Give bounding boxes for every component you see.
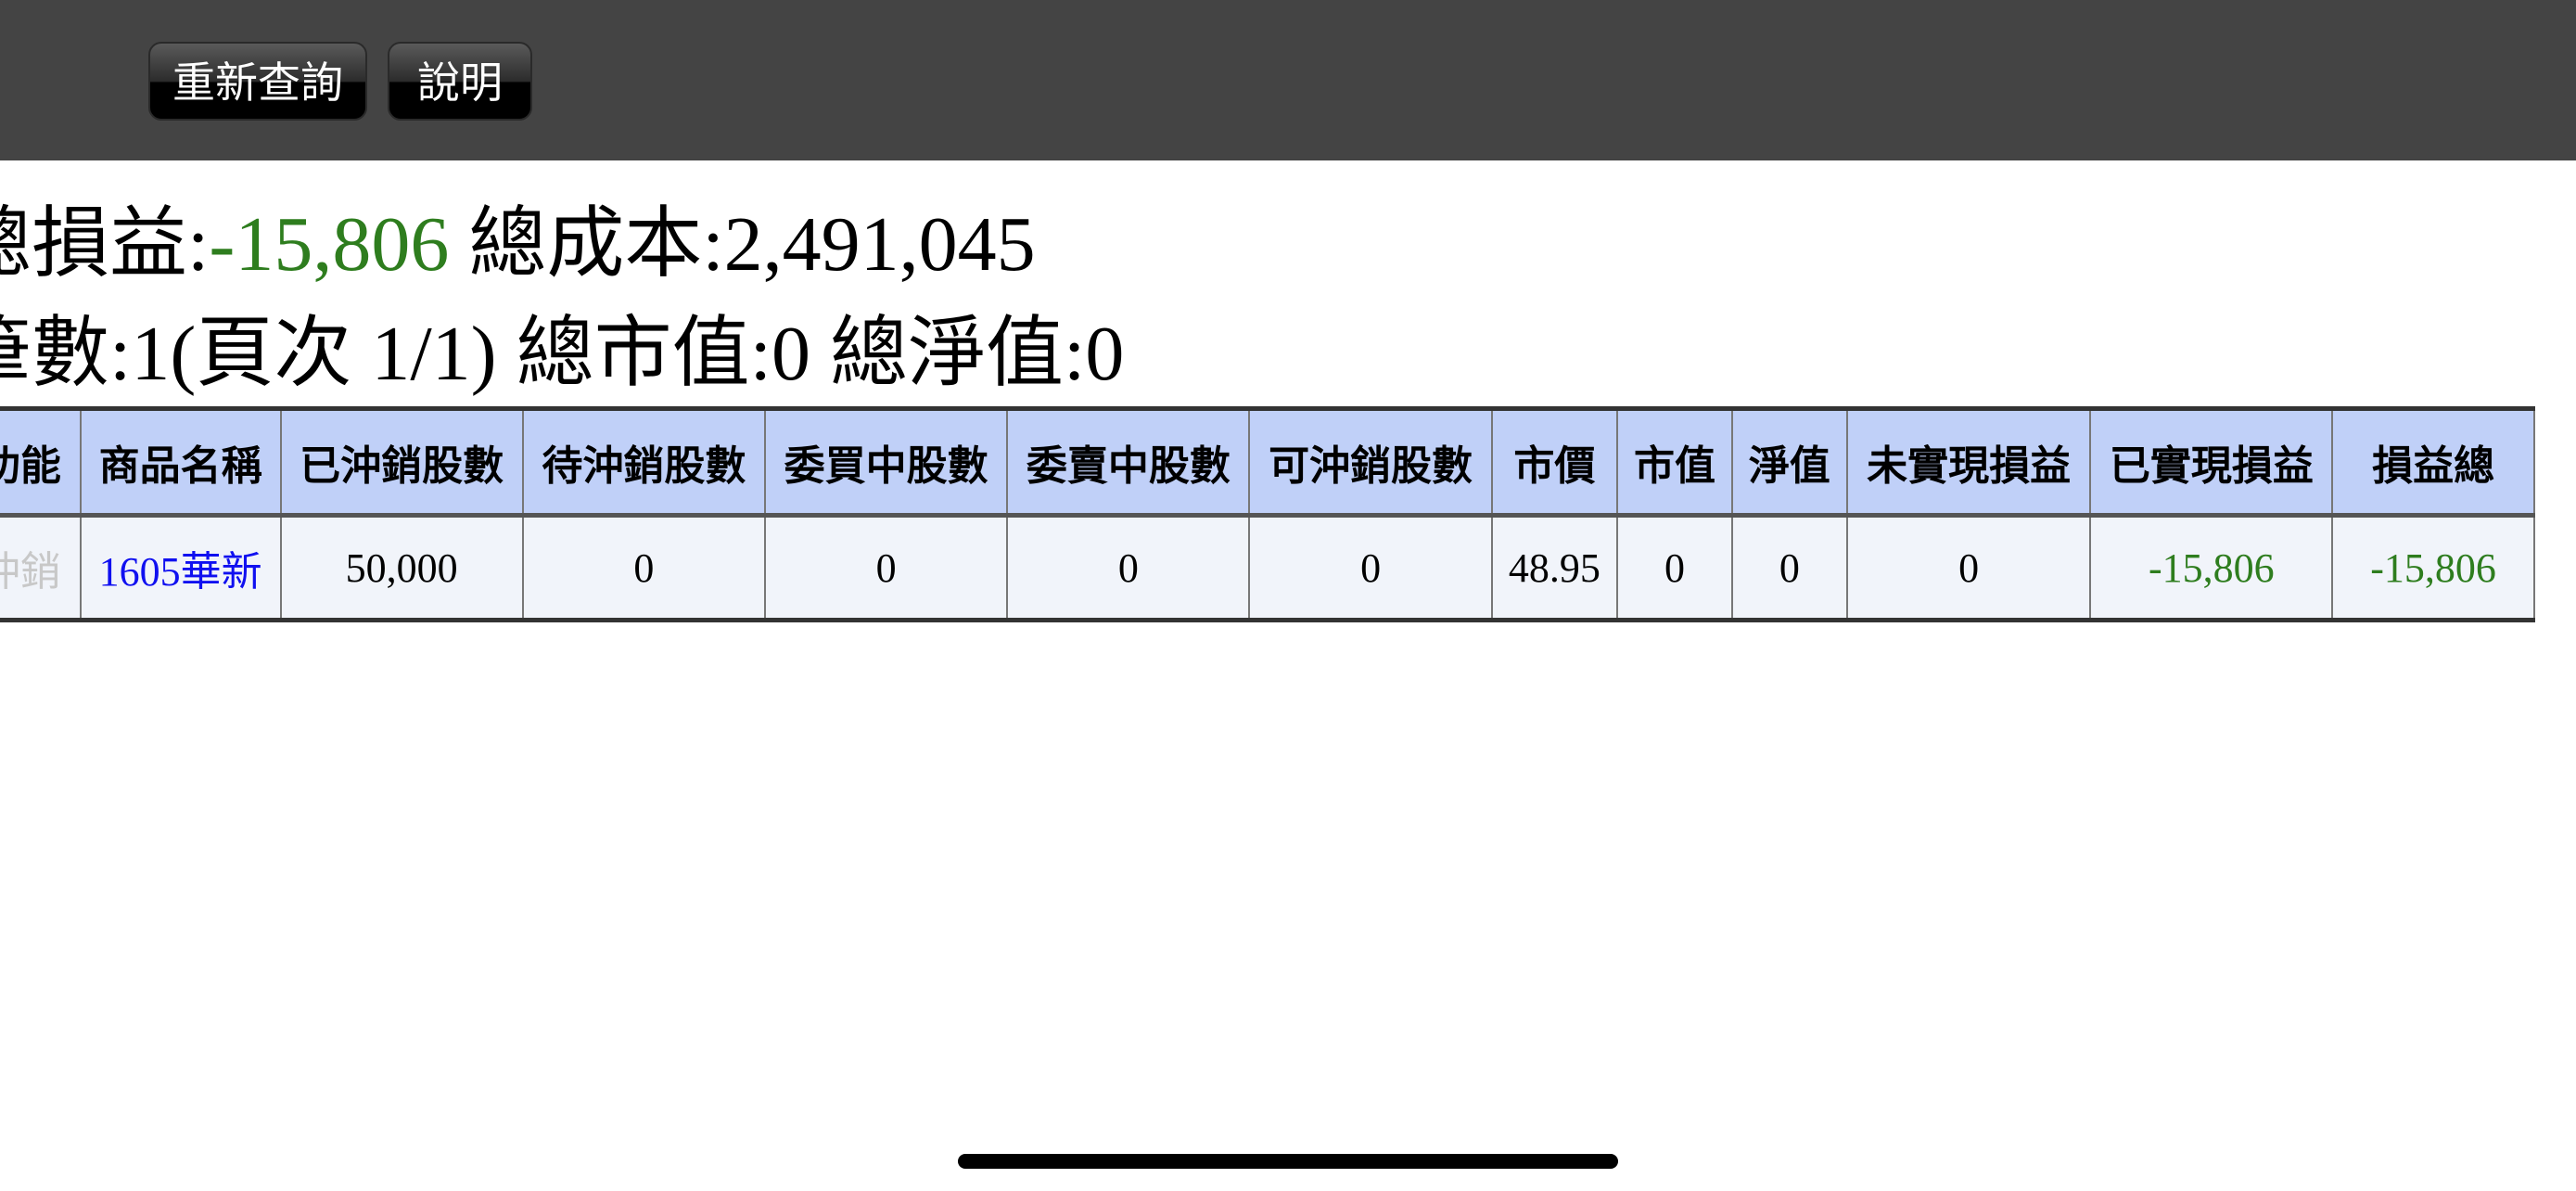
- cell-price: 48.95: [1490, 514, 1619, 621]
- summary-line-1: 總損益:-15,806 總成本:2,491,045: [0, 206, 1036, 284]
- total-cost-label: 總成本:: [468, 201, 724, 288]
- cell-available-qty: 0: [1248, 514, 1493, 621]
- cell-realized-pl: -15,806: [2089, 514, 2334, 621]
- total-pl-label: 總損益:: [0, 201, 210, 288]
- col-header-function: 功能: [0, 407, 82, 518]
- market-value-value: 0: [771, 311, 810, 397]
- home-indicator[interactable]: [958, 1154, 1618, 1169]
- market-value-label: 總市值:: [516, 311, 772, 397]
- col-header-pending-qty: 待沖銷股數: [521, 407, 766, 518]
- summary-line-2: 總筆數:1(頁次 1/1) 總市值:0 總淨值:0: [0, 315, 1124, 393]
- col-header-buy-order-qty: 委買中股數: [763, 407, 1009, 518]
- count-value: 1: [131, 311, 171, 397]
- cell-pending-qty: 0: [521, 514, 766, 621]
- help-button[interactable]: 說明: [388, 42, 532, 121]
- positions-table: 功能 商品名稱 已沖銷股數 待沖銷股數 委買中股數 委賣中股數 可沖銷股數 市價…: [0, 406, 2535, 622]
- col-header-available-qty: 可沖銷股數: [1248, 407, 1493, 518]
- cell-unrealized-pl: 0: [1845, 514, 2092, 621]
- cell-market-value: 0: [1616, 514, 1733, 621]
- cell-net-value: 0: [1730, 514, 1848, 621]
- cell-offset-qty: 50,000: [279, 514, 524, 621]
- net-value-value: 0: [1085, 311, 1125, 397]
- requery-button[interactable]: 重新查詢: [148, 42, 367, 121]
- table-row: 沖銷 1605華新 50,000 0 0 0 0 48.95 0 0 0 -15…: [0, 514, 2535, 621]
- col-header-product: 商品名稱: [79, 407, 282, 518]
- cell-total-pl: -15,806: [2331, 514, 2535, 621]
- product-link[interactable]: 1605華新: [79, 514, 282, 621]
- col-header-total-pl: 損益總: [2331, 407, 2535, 518]
- total-cost-value: 2,491,045: [723, 201, 1036, 288]
- net-value-label: 總淨值:: [829, 311, 1086, 397]
- cell-sell-order-qty: 0: [1006, 514, 1251, 621]
- cell-buy-order-qty: 0: [763, 514, 1009, 621]
- total-pl-value: -15,806: [209, 201, 450, 288]
- count-label: 總筆數:: [0, 311, 132, 397]
- col-header-net-value: 淨值: [1730, 407, 1848, 518]
- col-header-market-value: 市值: [1616, 407, 1733, 518]
- offset-action-link[interactable]: 沖銷: [0, 514, 82, 621]
- col-header-offset-qty: 已沖銷股數: [279, 407, 524, 518]
- page-indicator: (頁次 1/1): [170, 311, 497, 397]
- col-header-price: 市價: [1490, 407, 1619, 518]
- top-toolbar: 重新查詢 說明: [0, 0, 2576, 160]
- col-header-sell-order-qty: 委賣中股數: [1006, 407, 1251, 518]
- col-header-unrealized-pl: 未實現損益: [1845, 407, 2092, 518]
- table-header-row: 功能 商品名稱 已沖銷股數 待沖銷股數 委買中股數 委賣中股數 可沖銷股數 市價…: [0, 407, 2535, 518]
- col-header-realized-pl: 已實現損益: [2089, 407, 2334, 518]
